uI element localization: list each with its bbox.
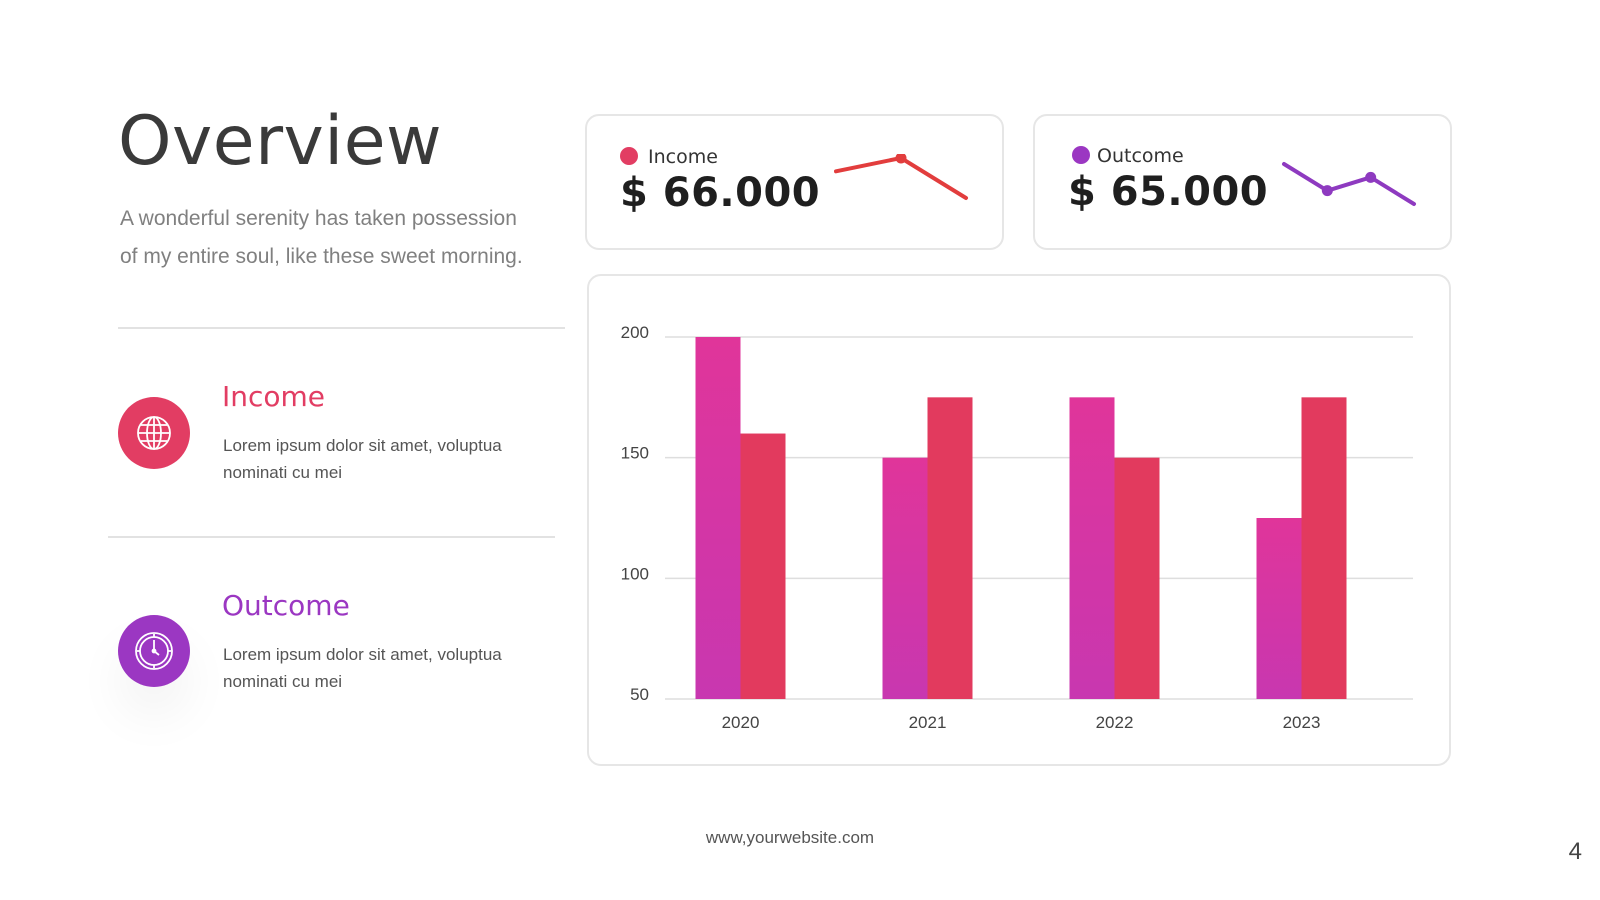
feature-text-outcome: Lorem ipsum dolor sit amet, voluptua nom… — [223, 645, 502, 691]
bar-2023-series-2 — [1301, 397, 1347, 699]
bar-2020-series-1 — [695, 337, 741, 699]
outcome-kpi-label: Outcome — [1097, 145, 1184, 167]
sparkline-path — [834, 156, 968, 200]
outcome-sparkline — [1282, 162, 1416, 206]
footer-website: www,yourwebsite.com — [705, 828, 875, 847]
outcome-kpi-card: Outcome $ 65.000 — [1033, 114, 1452, 250]
clock-icon — [135, 632, 173, 670]
y-tick-label: 150 — [621, 444, 649, 463]
y-tick-label: 100 — [621, 564, 649, 583]
bar-2020-series-2 — [740, 433, 786, 699]
page-description: A wonderful serenity has taken possessio… — [120, 207, 523, 268]
x-tick-label: 2021 — [909, 713, 947, 732]
bar-chart: 200 150 100 50 2020 2021 2022 2023 — [621, 323, 1413, 732]
income-kpi-card: Income $ 66.000 — [585, 114, 1004, 250]
x-tick-label: 2020 — [722, 713, 760, 732]
income-kpi-label: Income — [648, 146, 718, 168]
y-tick-label: 50 — [630, 685, 649, 704]
x-tick-label: 2022 — [1096, 713, 1134, 732]
page-number: 4 — [1568, 838, 1582, 865]
bar-2021-series-1 — [882, 457, 928, 699]
income-kpi-value: $ 66.000 — [620, 170, 821, 216]
sparkline-point — [1321, 185, 1333, 197]
page-title: Overview — [118, 102, 443, 181]
bar-chart-card: 200 150 100 50 2020 2021 2022 2023 — [587, 274, 1451, 766]
sparkline-point — [895, 154, 907, 164]
bar-2021-series-2 — [927, 397, 973, 699]
x-tick-label: 2023 — [1283, 713, 1321, 732]
globe-icon — [137, 416, 171, 450]
income-icon-circle — [118, 397, 190, 469]
bar-2022-series-1 — [1069, 397, 1115, 699]
divider-top — [118, 327, 565, 329]
bar-2023-series-1 — [1256, 518, 1302, 699]
outcome-icon-circle — [118, 615, 190, 687]
sparkline-point — [1365, 171, 1377, 183]
feature-title-income: Income — [222, 380, 326, 413]
sparkline-path — [1282, 162, 1416, 206]
feature-title-outcome: Outcome — [222, 589, 350, 622]
income-sparkline — [834, 154, 968, 200]
outcome-legend-dot — [1072, 146, 1090, 164]
outcome-kpi-value: $ 65.000 — [1068, 169, 1269, 215]
income-legend-dot — [620, 147, 638, 165]
bar-2022-series-2 — [1114, 457, 1160, 699]
feature-text-income: Lorem ipsum dolor sit amet, voluptua nom… — [223, 436, 502, 482]
divider-middle — [108, 536, 555, 538]
y-tick-label: 200 — [621, 323, 649, 342]
